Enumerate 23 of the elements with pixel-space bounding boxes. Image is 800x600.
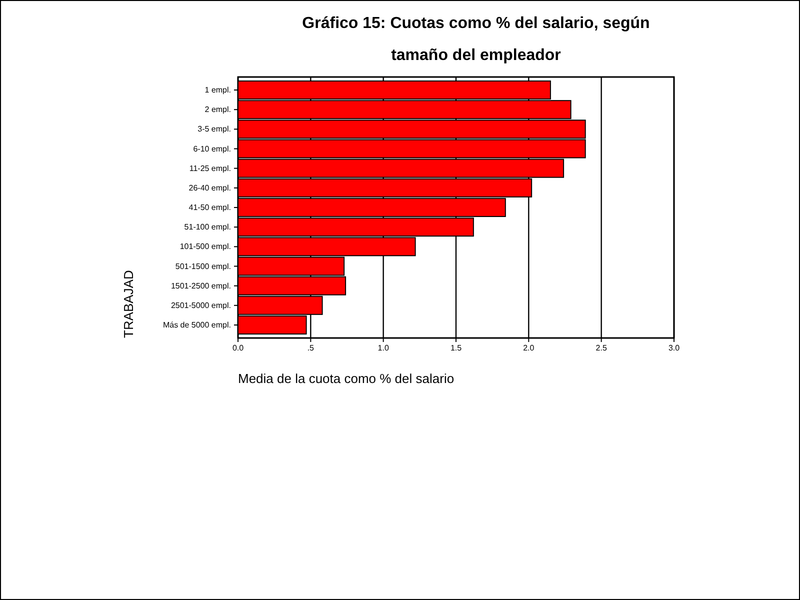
y-tick-label: 1 empl. (204, 86, 231, 95)
y-tick-label: Más de 5000 empl. (162, 320, 231, 330)
y-tick-label: 51-100 empl. (184, 222, 231, 232)
y-tick-label: 1501-2500 empl. (170, 281, 231, 290)
x-tick-label: 3.0 (668, 344, 680, 353)
x-tick-label: .5 (307, 344, 315, 353)
x-tick-label: 1.5 (450, 344, 462, 353)
y-tick-label: 501-1500 empl. (175, 262, 231, 271)
x-tick-label: 1.0 (378, 344, 390, 353)
x-tick-label: 0.0 (232, 344, 244, 353)
x-axis-title: Media de la cuota como % del salario (238, 371, 454, 386)
x-tick-label: 2.5 (596, 344, 608, 353)
y-tick-label: 2 empl. (204, 105, 231, 114)
y-tick-label: 3-5 empl. (198, 124, 231, 134)
y-tick-label: 26-40 empl. (188, 183, 231, 192)
y-axis-title: TRABAJAD (121, 270, 136, 338)
y-tick-label: 6-10 empl. (193, 144, 231, 154)
y-tick-label: 11-25 empl. (189, 164, 231, 173)
y-tick-label: 41-50 empl. (188, 203, 231, 212)
chart-title: Gráfico 15: Cuotas como % del salario, según tamaño del empleador (302, 15, 650, 64)
y-tick-label: 101-500 empl. (180, 242, 231, 252)
x-tick-label: 2.0 (523, 344, 535, 353)
y-tick-label: 2501-5000 empl. (170, 300, 231, 310)
